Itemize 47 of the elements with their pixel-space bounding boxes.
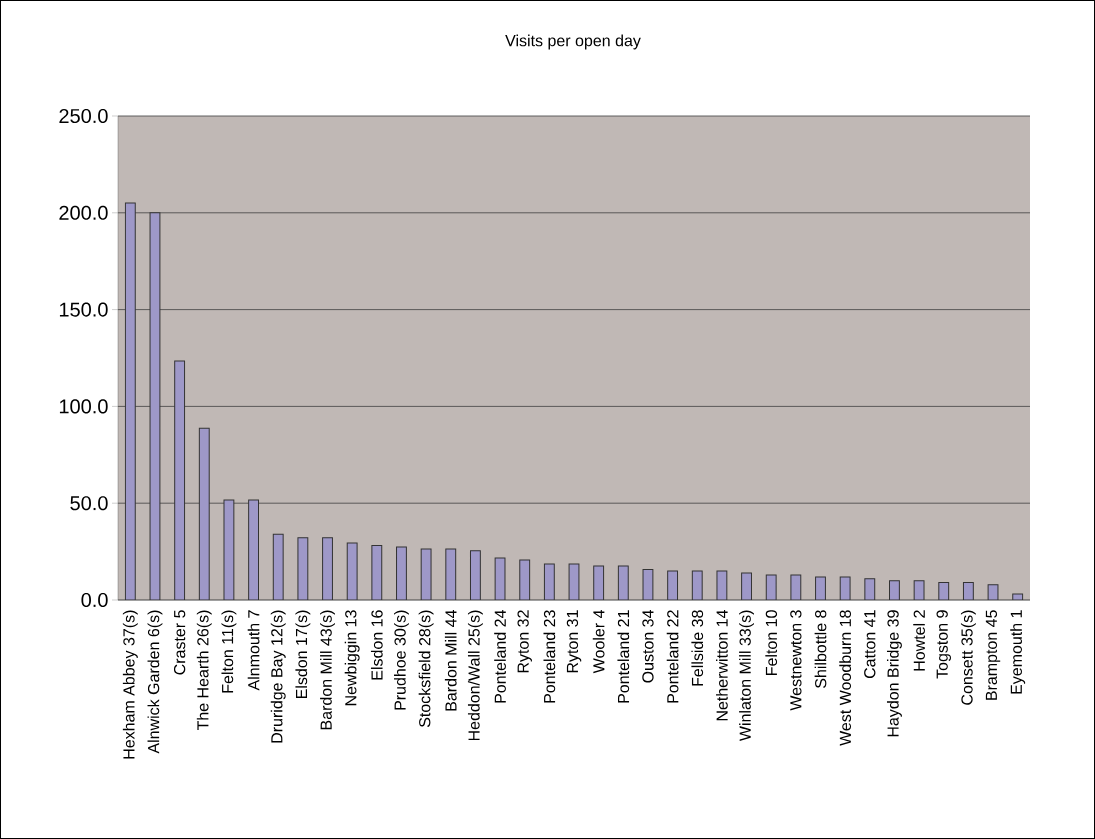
y-tick-label: 100.0: [59, 399, 108, 414]
x-tick-label: Druridge Bay 12(s): [270, 610, 286, 743]
x-tick-label: Stocksfield 28(s): [418, 610, 434, 728]
x-tick-label: Newbiggin 13: [344, 610, 360, 706]
x-tick-label: Wooler 4: [592, 610, 605, 674]
x-tick-label: Craster 5: [173, 610, 186, 675]
x-tick-label: Fellside 38: [691, 610, 704, 686]
x-tick-label: Eyemouth 1: [1010, 610, 1026, 694]
x-tick-label: The Hearth 26(s): [196, 610, 212, 731]
x-tick-label: Bardon Mill 44: [444, 610, 457, 711]
x-tick-label: Elsdon 17(s): [295, 610, 311, 699]
x-tick-label: Ouston 34: [642, 610, 654, 683]
y-tick-label: 150.0: [59, 302, 108, 317]
x-tick-label: Hexham Abbey 37(s): [122, 610, 138, 759]
x-tick-label: Ryton 31: [566, 610, 582, 673]
x-tick-label: Prudhoe 30(s): [394, 610, 409, 710]
x-tick-label: Ponteland 22: [666, 610, 679, 703]
x-tick-label: Ponteland 23: [543, 610, 556, 703]
x-tick-label: Catton 41: [864, 610, 876, 679]
x-tick-label: Haydon Bridge 39: [886, 610, 902, 737]
bar: [198, 427, 210, 600]
chart-title: Visits per open day: [505, 34, 641, 50]
x-tick-label: Ponteland 21: [617, 610, 630, 703]
x-tick-label: Ryton 32: [517, 610, 532, 673]
x-tick-label: Bardon Mill 43(s): [320, 610, 335, 730]
y-tick-label: 0.0: [81, 592, 108, 608]
bar: [174, 360, 186, 600]
y-tick-label: 50.0: [70, 496, 108, 511]
x-tick-label: Alnwick Garden 6(s): [147, 610, 163, 754]
x-tick-label: Howtel 2: [913, 610, 925, 671]
y-tick-label: 250.0: [59, 108, 108, 124]
x-tick-label: Alnmouth 7: [247, 610, 260, 691]
x-tick-label: Westnewton 3: [790, 610, 802, 711]
x-tick-label: Shilbottle 8: [814, 610, 827, 688]
bar: [124, 202, 136, 600]
x-tick-label: West Woodburn 18: [839, 610, 852, 746]
x-tick-label: Ponteland 24: [494, 610, 506, 703]
y-tick-label: 200.0: [59, 205, 108, 220]
x-tick-label: Brampton 45: [985, 610, 1001, 700]
x-tick-label: Felton 10: [765, 610, 778, 675]
x-tick-label: Winlaton Mill 33(s): [739, 610, 754, 742]
x-tick-label: Felton 11(s): [221, 610, 237, 693]
x-tick-label: Heddon/Wall 25(s): [467, 610, 483, 741]
x-tick-label: Netherwitton 14: [716, 610, 728, 721]
x-tick-label: Consett 35(s): [960, 610, 976, 705]
x-tick-label: Togston 9: [936, 610, 951, 679]
x-tick-label: Elsdon 16: [370, 610, 383, 680]
